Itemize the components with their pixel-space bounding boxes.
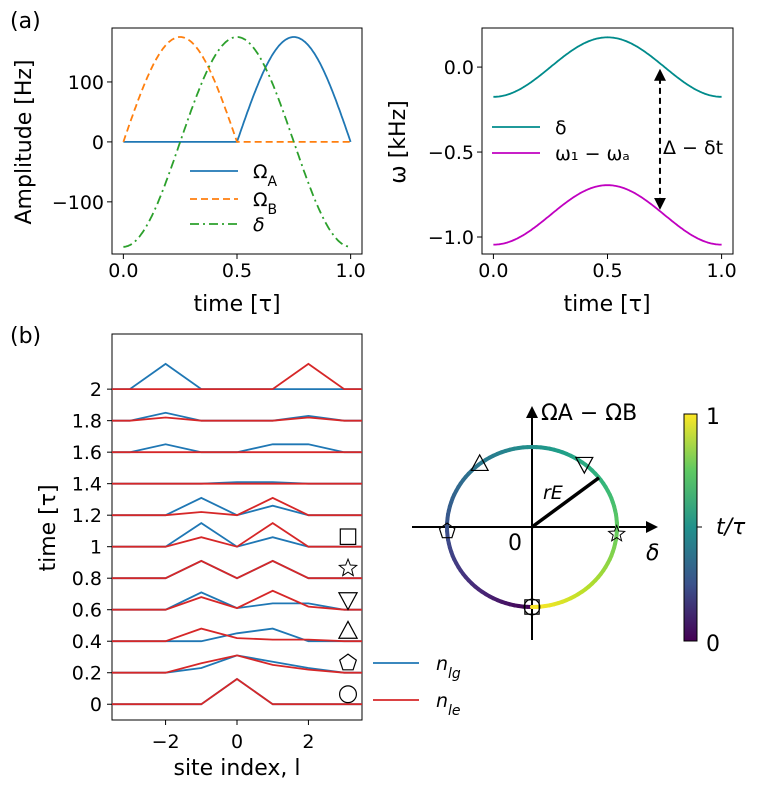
- density-line-n_lg-t1.2: [94, 498, 380, 515]
- omega-legend-label-1: δ: [555, 117, 567, 139]
- density-legend-label-2: nle: [436, 690, 461, 719]
- density-xtick-label: 0: [231, 731, 243, 753]
- omega-ytick-label: 0.0: [444, 57, 474, 79]
- density-line-n_le-t0: [94, 679, 380, 704]
- density-ytick-label: 0.2: [72, 663, 102, 685]
- density-line-n_le-t0.2: [94, 655, 380, 672]
- density-ytick-label: 1.4: [72, 474, 102, 496]
- density-marker-pentagon: [340, 654, 357, 670]
- amplitude-series-line-2: [123, 37, 350, 142]
- colorbar: [684, 414, 697, 641]
- density-xlabel: site index, l: [173, 756, 300, 781]
- density-line-n_le-t0.6: [94, 591, 380, 610]
- density-line-n_le-t1.2: [94, 498, 380, 515]
- density-marker-square: [340, 529, 355, 544]
- density-xtick-label: 2: [302, 731, 314, 753]
- density-ytick-label: 1.2: [72, 505, 102, 527]
- density-marker-triangle-up: [339, 621, 357, 638]
- density-ytick-label: 2: [90, 379, 102, 401]
- amplitude-xtick-label: 0.5: [222, 260, 252, 282]
- colorbar-min-label: 0: [706, 632, 720, 657]
- omega-xtick-label: 0.5: [592, 260, 622, 282]
- omega-series-line-1: [493, 37, 721, 97]
- density-marker-star: [339, 559, 356, 576]
- omega-chart: 0.0 0.5 1.0 −1.0 −0.5 0.0 Δ − δt δ ω₁ − ωₐ: [428, 28, 737, 282]
- density-chart: −2 0 2 0 0.2 0.4 0.6 0.8 1 1.2 1.4 1.6 1.8 2 nlg nle: [72, 334, 461, 753]
- density-line-n_lg-t0: [94, 679, 380, 704]
- amplitude-series-line-1: [123, 37, 350, 142]
- omega-ylabel: ω [kHz]: [386, 100, 411, 183]
- omega-xtick-label: 1.0: [706, 260, 736, 282]
- bloch-circle-chart: [412, 412, 652, 640]
- amplitude-ytick-label: −100: [52, 192, 104, 214]
- omega-legend-label-2: ω₁ − ωₐ: [555, 143, 630, 165]
- density-line-n_lg-t0.4: [94, 629, 380, 642]
- colorbar-label: t/τ: [716, 515, 746, 540]
- omega-xlabel: time [τ]: [563, 292, 650, 317]
- density-marker-triangle-down: [339, 593, 357, 610]
- density-lines: [94, 364, 380, 704]
- density-line-n_le-t0.4: [94, 629, 380, 642]
- density-ytick-label: 0.8: [72, 568, 102, 590]
- bloch-ylabel: ΩA − ΩB: [541, 401, 637, 426]
- amplitude-ylabel: Amplitude [Hz]: [12, 60, 37, 225]
- density-line-n_lg-t0.8: [94, 561, 380, 578]
- density-ytick-label: 1: [90, 537, 102, 559]
- density-line-n_le-t1: [94, 523, 380, 547]
- density-ytick-label: 0.6: [72, 600, 102, 622]
- density-frame: [112, 334, 362, 720]
- density-line-n_le-t0.8: [94, 561, 380, 578]
- density-legend-label-1: nlg: [436, 653, 461, 682]
- density-line-n_lg-t0.2: [94, 655, 380, 672]
- amplitude-ytick-label: 0: [92, 132, 104, 154]
- density-ytick-label: 0: [90, 694, 102, 716]
- density-line-n_le-t2: [94, 364, 380, 389]
- density-ytick-label: 1.6: [72, 442, 102, 464]
- amplitude-ytick-label: 100: [68, 72, 104, 94]
- panel-label-a: (a): [10, 9, 41, 34]
- omega-ytick-label: −0.5: [428, 142, 474, 164]
- amplitude-legend-label-1: ΩA: [253, 161, 278, 190]
- density-line-n_lg-t1: [94, 523, 380, 547]
- density-line-n_lg-t1.6: [94, 444, 380, 452]
- panel-label-b: (b): [10, 324, 41, 349]
- density-xtick-label: −2: [152, 731, 180, 753]
- amplitude-legend-label-3: δ: [253, 214, 265, 236]
- omega-xtick-label: 0.0: [478, 260, 508, 282]
- density-ytick-label: 1.8: [72, 411, 102, 433]
- density-ylabel: time [τ]: [36, 484, 61, 571]
- bloch-xlabel: δ: [646, 541, 659, 566]
- omega-series-line-2: [493, 185, 721, 245]
- density-ytick-label: 0.4: [72, 631, 102, 653]
- bloch-radius-label: rE: [543, 482, 563, 504]
- density-line-n_lg-t2: [94, 364, 380, 389]
- amplitude-xlabel: time [τ]: [193, 292, 280, 317]
- density-marker-circle: [340, 686, 357, 703]
- amplitude-xtick-label: 1.0: [336, 260, 366, 282]
- omega-delta-annotation: Δ − δt: [663, 137, 723, 159]
- bloch-origin-label: 0: [508, 531, 522, 556]
- omega-ytick-label: −1.0: [428, 227, 474, 249]
- colorbar-max-label: 1: [706, 405, 720, 430]
- amplitude-xtick-label: 0.0: [108, 260, 138, 282]
